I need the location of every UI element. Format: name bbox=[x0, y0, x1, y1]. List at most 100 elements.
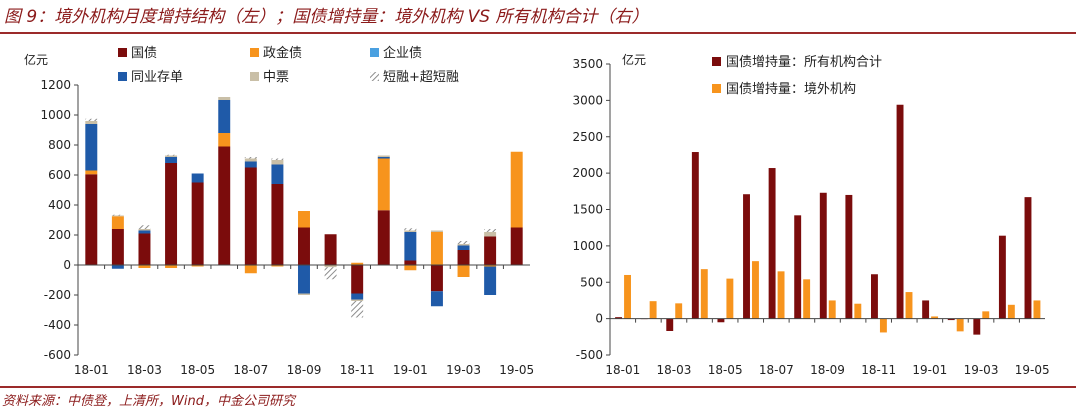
bar-segment-duanrong bbox=[484, 229, 497, 232]
legend-label: 政金债 bbox=[263, 45, 302, 61]
x-tick-label: 18-01 bbox=[605, 363, 640, 377]
bar-guozhai bbox=[819, 192, 827, 319]
bar-zhengjin bbox=[752, 261, 759, 319]
bar-segment-duanrong bbox=[271, 158, 284, 160]
bar-segment-duanrong bbox=[138, 225, 151, 229]
bar-guozhai bbox=[947, 318, 955, 321]
bar-segment-guozhai bbox=[324, 234, 337, 265]
bar-segment-guozhai bbox=[244, 167, 257, 265]
bar-segment-guozhai bbox=[218, 146, 231, 265]
x-tick-label: 18-09 bbox=[810, 363, 845, 377]
bar-segment-zhengjin bbox=[85, 170, 98, 175]
bar-segment-cundan bbox=[218, 100, 231, 133]
bar-zhengjin bbox=[931, 316, 939, 319]
y-tick-label: 3000 bbox=[572, 93, 603, 107]
bar-segment-guozhai bbox=[111, 229, 124, 265]
bar-segment-cundan bbox=[85, 124, 98, 171]
bar-segment-cundan bbox=[165, 157, 178, 163]
legend-swatch bbox=[712, 84, 721, 93]
bar-segment-zhengjin bbox=[271, 265, 284, 267]
bar-segment-guozhai bbox=[404, 260, 417, 265]
x-tick-label: 18-09 bbox=[287, 363, 322, 377]
bar-segment-guozhai bbox=[165, 163, 178, 265]
bar-guozhai bbox=[666, 318, 674, 331]
legend-label: 国债增持量：境外机构 bbox=[726, 82, 856, 97]
y-tick-label: 800 bbox=[48, 138, 71, 152]
bar-segment-zhongpiao bbox=[111, 215, 124, 217]
left-stacked-bar-chart: -600 -400 -200 0 200 400 600 800 1000 1200 亿元 18-01… bbox=[24, 45, 534, 377]
bar-guozhai bbox=[717, 318, 725, 323]
bar-segment-zhengjin bbox=[377, 158, 390, 211]
x-tick-label: 18-07 bbox=[759, 363, 794, 377]
figure-title: 图 9：境外机构月度增持结构（左）；国债增持量：境外机构 VS 所有机构合计（右… bbox=[4, 7, 649, 27]
y-tick-label: 0 bbox=[595, 312, 603, 326]
y-tick-label: 1000 bbox=[40, 108, 71, 122]
bar-segment-zhengjin bbox=[430, 232, 443, 265]
bar-segment-zhengjin bbox=[165, 265, 178, 268]
bar-guozhai bbox=[871, 274, 878, 319]
y-tick-label: 400 bbox=[48, 198, 71, 212]
bar-zhengjin bbox=[675, 303, 683, 319]
legend-label: 企业债 bbox=[383, 45, 422, 61]
source-note: 资料来源：中债登，上清所，Wind，中金公司研究 bbox=[2, 394, 295, 409]
bar-segment-cundan bbox=[138, 230, 151, 234]
bar-segment-zhengjin bbox=[484, 265, 497, 267]
bar-zhengjin bbox=[905, 292, 913, 319]
bar-segment-zhengjin bbox=[457, 265, 470, 277]
bar-zhengjin bbox=[1033, 300, 1041, 319]
bar-segment-zhengjin bbox=[298, 211, 310, 228]
y-tick-label: 2000 bbox=[572, 166, 603, 180]
bar-segment-duanrong bbox=[404, 228, 417, 231]
y-tick-label: 0 bbox=[63, 258, 71, 272]
bar-zhengjin bbox=[1007, 304, 1015, 319]
bar-segment-duanrong bbox=[457, 241, 470, 244]
bar-guozhai bbox=[998, 235, 1006, 319]
bar-segment-duanrong bbox=[111, 214, 124, 216]
legend-swatch bbox=[250, 72, 259, 81]
title-rule bbox=[0, 32, 1076, 34]
bar-zhengjin bbox=[982, 311, 990, 319]
bar-guozhai bbox=[691, 152, 699, 319]
x-tick-label: 18-03 bbox=[127, 363, 162, 377]
bar-segment-guozhai bbox=[351, 265, 364, 294]
bar-guozhai bbox=[615, 317, 623, 319]
bar-segment-zhongpiao bbox=[244, 158, 257, 162]
x-tick-label: 19-05 bbox=[499, 363, 534, 377]
bar-segment-zhongpiao bbox=[430, 230, 443, 232]
bar-segment-duanrong bbox=[165, 154, 178, 156]
x-tick-label: 18-11 bbox=[861, 363, 896, 377]
bar-segment-zhengjin bbox=[404, 265, 417, 271]
bar-segment-zhengjin bbox=[111, 216, 124, 229]
bar-segment-guozhai bbox=[191, 182, 204, 265]
bar-segment-duanrong bbox=[85, 118, 98, 121]
bar-segment-guozhai bbox=[85, 174, 98, 265]
legend-swatch bbox=[118, 72, 127, 81]
x-tick-label: 18-05 bbox=[180, 363, 215, 377]
bar-segment-cundan bbox=[111, 265, 124, 269]
bar-guozhai bbox=[896, 104, 904, 319]
y-tick-label: 200 bbox=[48, 228, 71, 242]
bar-segment-zhongpiao bbox=[484, 232, 497, 237]
bar-segment-zhongpiao bbox=[324, 265, 337, 268]
bar-segment-zhengjin bbox=[351, 262, 364, 265]
bar-segment-cundan bbox=[457, 245, 470, 250]
legend-label: 国债增持量：所有机构合计 bbox=[726, 55, 882, 70]
y-tick-label: 2500 bbox=[572, 130, 603, 144]
bar-segment-cundan bbox=[271, 164, 284, 184]
bar-segment-cundan bbox=[351, 293, 364, 300]
bar-segment-zhengjin bbox=[191, 265, 204, 267]
bar-segment-guozhai bbox=[138, 233, 151, 265]
x-tick-label: 19-03 bbox=[446, 363, 481, 377]
y-tick-label: -400 bbox=[44, 318, 71, 332]
y-tick-label: 500 bbox=[580, 275, 603, 289]
bar-zhengjin bbox=[649, 301, 657, 319]
right-bar-chart: -500 0 500 1000 1500 2000 2500 3000 3500 亿元 18-01 1… bbox=[572, 52, 1049, 377]
bar-segment-guozhai bbox=[298, 227, 310, 265]
bar-segment-zhongpiao bbox=[165, 155, 178, 157]
x-tick-label: 19-05 bbox=[1015, 363, 1050, 377]
bar-zhengjin bbox=[854, 303, 862, 319]
bar-segment-zhongpiao bbox=[85, 121, 98, 124]
bar-segment-zhongpiao bbox=[138, 229, 151, 231]
bar-segment-guozhai bbox=[271, 184, 284, 265]
